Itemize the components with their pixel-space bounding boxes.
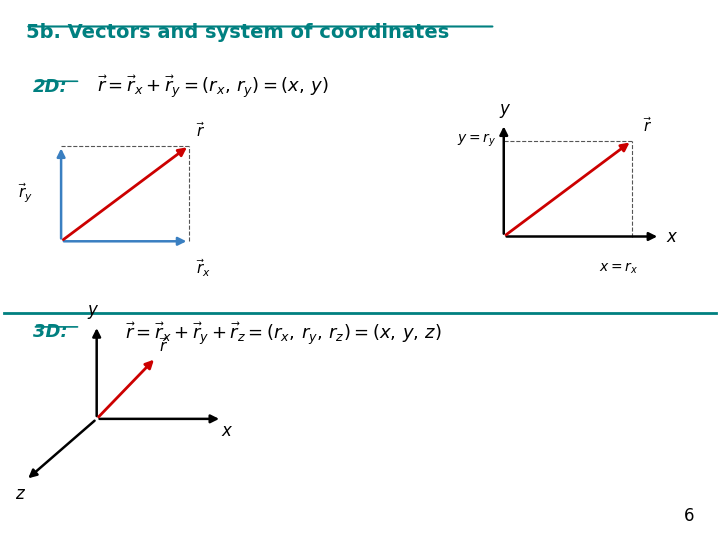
Text: $z$: $z$ [15, 485, 26, 503]
Text: $\vec{r} = \vec{r}_x + \vec{r}_y = \left(r_x,\, r_y\right) = \left(x,\, y\right): $\vec{r} = \vec{r}_x + \vec{r}_y = \left… [96, 75, 328, 102]
Text: $\vec{r}_x$: $\vec{r}_x$ [197, 257, 211, 279]
Text: 2D:: 2D: [32, 78, 68, 96]
Text: $y$: $y$ [87, 303, 99, 321]
Text: $y = r_y$: $y = r_y$ [457, 132, 497, 150]
Text: $\vec{r}_y$: $\vec{r}_y$ [18, 181, 32, 205]
Text: $\vec{r}$: $\vec{r}$ [642, 117, 652, 136]
Text: $\vec{r} = \vec{r}_x + \vec{r}_y + \vec{r}_z = \left(r_x,\, r_y,\, r_z\right) = : $\vec{r} = \vec{r}_x + \vec{r}_y + \vec{… [125, 321, 442, 348]
Text: 3D:: 3D: [32, 323, 68, 341]
Text: $\vec{r}$: $\vec{r}$ [197, 122, 206, 140]
Text: 5b. Vectors and system of coordinates: 5b. Vectors and system of coordinates [25, 23, 449, 42]
Text: $y$: $y$ [499, 102, 511, 120]
Text: $x = r_x$: $x = r_x$ [600, 260, 639, 276]
Text: $x$: $x$ [667, 227, 679, 246]
Text: 6: 6 [684, 507, 695, 525]
Text: $x$: $x$ [222, 422, 234, 440]
Text: $\vec{r}$: $\vec{r}$ [159, 336, 168, 355]
